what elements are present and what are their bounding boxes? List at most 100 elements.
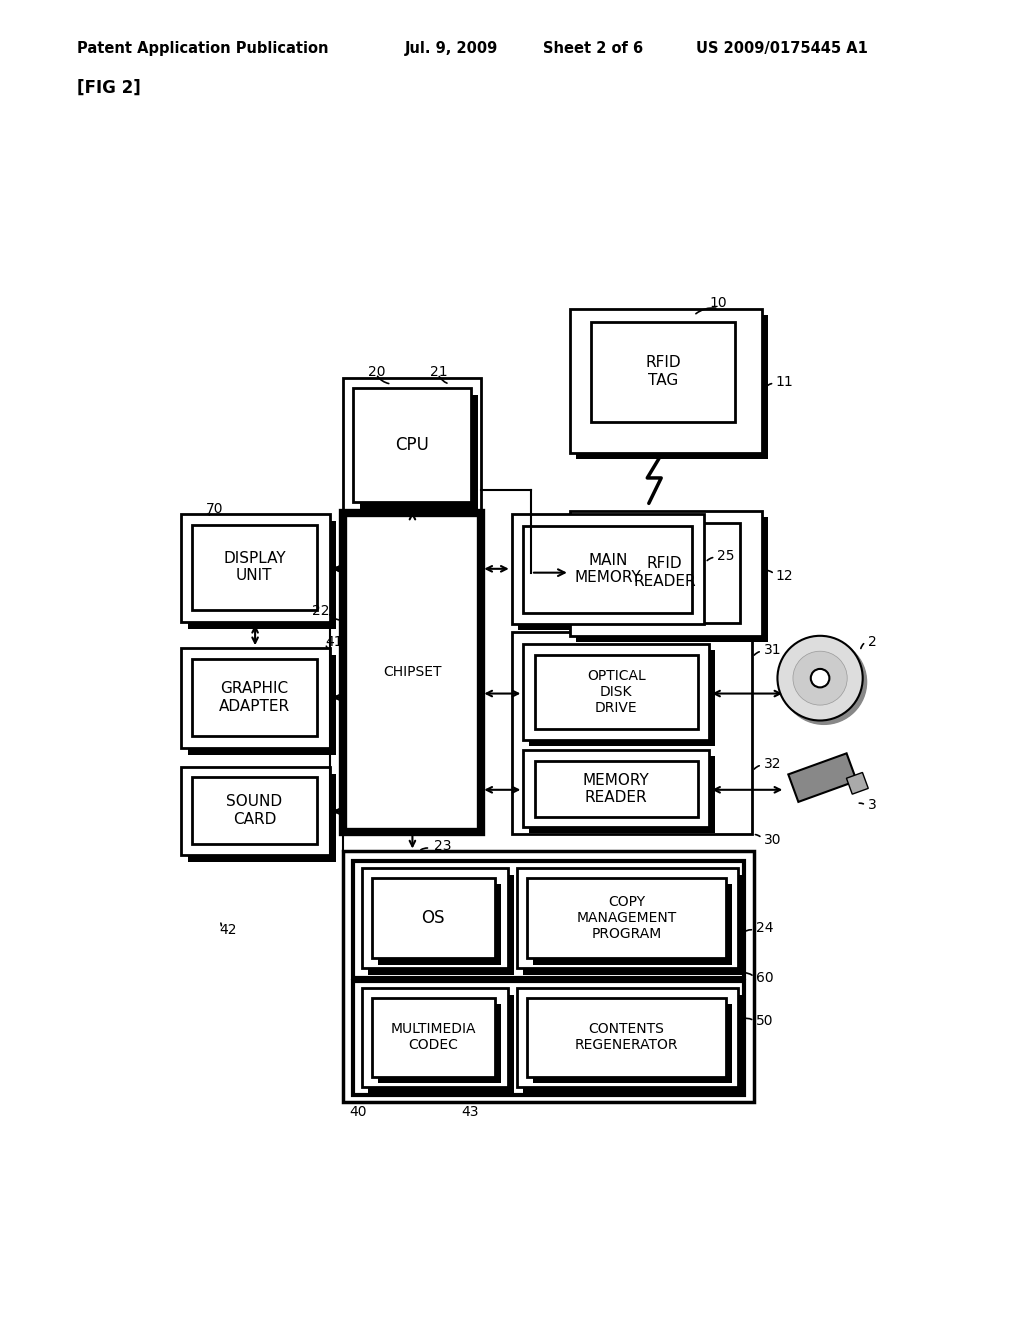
Text: MAIN
MEMORY: MAIN MEMORY xyxy=(574,553,641,585)
Text: OPTICAL
DISK
DRIVE: OPTICAL DISK DRIVE xyxy=(587,669,645,715)
Text: OS: OS xyxy=(422,909,445,927)
Bar xyxy=(541,767,703,822)
Bar xyxy=(191,659,317,737)
Text: 30: 30 xyxy=(764,833,781,847)
Text: COPY
MANAGEMENT
PROGRAM: COPY MANAGEMENT PROGRAM xyxy=(577,895,677,941)
Text: 12: 12 xyxy=(776,569,794,582)
Text: Sheet 2 of 6: Sheet 2 of 6 xyxy=(543,41,643,55)
Text: 50: 50 xyxy=(756,1014,773,1028)
Bar xyxy=(199,784,324,851)
Bar xyxy=(191,776,317,845)
Bar xyxy=(199,532,324,616)
Text: GRAPHIC
ADAPTER: GRAPHIC ADAPTER xyxy=(219,681,290,714)
Bar xyxy=(595,529,746,628)
Bar xyxy=(180,648,330,748)
Bar xyxy=(788,754,857,801)
Text: 42: 42 xyxy=(219,923,237,937)
Bar xyxy=(191,525,317,610)
Text: DISPLAY
UNIT: DISPLAY UNIT xyxy=(223,550,286,583)
Text: CONTENTS
REGENERATOR: CONTENTS REGENERATOR xyxy=(574,1022,678,1052)
Text: 40: 40 xyxy=(349,1105,367,1118)
Bar xyxy=(512,515,703,624)
Bar xyxy=(359,395,477,508)
Bar xyxy=(187,655,337,755)
Bar xyxy=(534,1003,732,1084)
Bar xyxy=(180,515,330,622)
Bar xyxy=(529,649,716,746)
Text: 20: 20 xyxy=(369,364,386,379)
Text: 3: 3 xyxy=(868,799,877,812)
Bar xyxy=(541,661,703,735)
Bar xyxy=(529,532,698,619)
Bar xyxy=(512,632,752,834)
Bar xyxy=(343,378,481,512)
Bar xyxy=(523,644,710,739)
Text: Patent Application Publication: Patent Application Publication xyxy=(77,41,329,55)
Bar xyxy=(369,874,514,974)
Bar xyxy=(180,767,330,855)
Bar xyxy=(378,884,501,965)
Circle shape xyxy=(781,640,866,725)
Bar xyxy=(372,878,495,958)
Text: 10: 10 xyxy=(710,296,727,310)
Text: 70: 70 xyxy=(206,502,223,516)
Bar xyxy=(523,525,692,612)
Bar xyxy=(523,750,710,826)
Bar xyxy=(362,989,508,1088)
Bar xyxy=(378,1003,501,1084)
Bar xyxy=(598,327,741,428)
Text: 25: 25 xyxy=(717,549,734,562)
Bar xyxy=(569,309,762,453)
Text: MULTIMEDIA
CODEC: MULTIMEDIA CODEC xyxy=(390,1022,476,1052)
Bar xyxy=(343,512,481,832)
Text: SOUND
CARD: SOUND CARD xyxy=(226,795,283,826)
Text: 24: 24 xyxy=(756,921,773,936)
Text: 23: 23 xyxy=(434,840,452,853)
Text: 31: 31 xyxy=(764,643,781,656)
Text: 32: 32 xyxy=(764,756,781,771)
Text: MEMORY
READER: MEMORY READER xyxy=(583,772,649,805)
Text: 2: 2 xyxy=(868,635,877,649)
Bar xyxy=(343,851,755,1102)
Text: [FIG 2]: [FIG 2] xyxy=(77,78,140,96)
Bar xyxy=(575,517,768,642)
Text: RFID
READER: RFID READER xyxy=(634,557,696,589)
Bar xyxy=(369,995,514,1093)
Bar xyxy=(527,998,726,1077)
Text: 22: 22 xyxy=(312,605,330,618)
Text: 41: 41 xyxy=(326,635,343,649)
Bar xyxy=(535,655,697,729)
Bar xyxy=(575,314,768,459)
Bar xyxy=(199,665,324,743)
Bar xyxy=(352,861,744,978)
Bar xyxy=(535,762,697,817)
Bar xyxy=(517,869,738,969)
Text: RFID
TAG: RFID TAG xyxy=(645,355,681,388)
Bar xyxy=(847,772,868,795)
Text: 11: 11 xyxy=(776,375,794,388)
Text: CPU: CPU xyxy=(394,436,429,454)
Text: Jul. 9, 2009: Jul. 9, 2009 xyxy=(404,41,498,55)
Bar xyxy=(352,388,471,502)
Bar xyxy=(352,981,744,1094)
Bar xyxy=(372,998,495,1077)
Bar xyxy=(523,874,744,974)
Bar xyxy=(534,884,732,965)
Bar xyxy=(527,878,726,958)
Bar xyxy=(362,869,508,969)
Bar xyxy=(523,995,744,1093)
Bar xyxy=(517,989,738,1088)
Circle shape xyxy=(811,669,829,688)
Bar xyxy=(569,511,762,636)
Text: US 2009/0175445 A1: US 2009/0175445 A1 xyxy=(696,41,868,55)
Bar xyxy=(187,774,337,862)
Text: 60: 60 xyxy=(756,972,773,986)
Circle shape xyxy=(793,651,847,705)
Circle shape xyxy=(777,636,862,721)
Bar xyxy=(592,322,735,422)
Bar xyxy=(187,521,337,628)
Bar xyxy=(529,756,716,833)
Bar xyxy=(589,523,740,623)
Text: 43: 43 xyxy=(461,1105,479,1118)
Bar xyxy=(518,520,710,631)
